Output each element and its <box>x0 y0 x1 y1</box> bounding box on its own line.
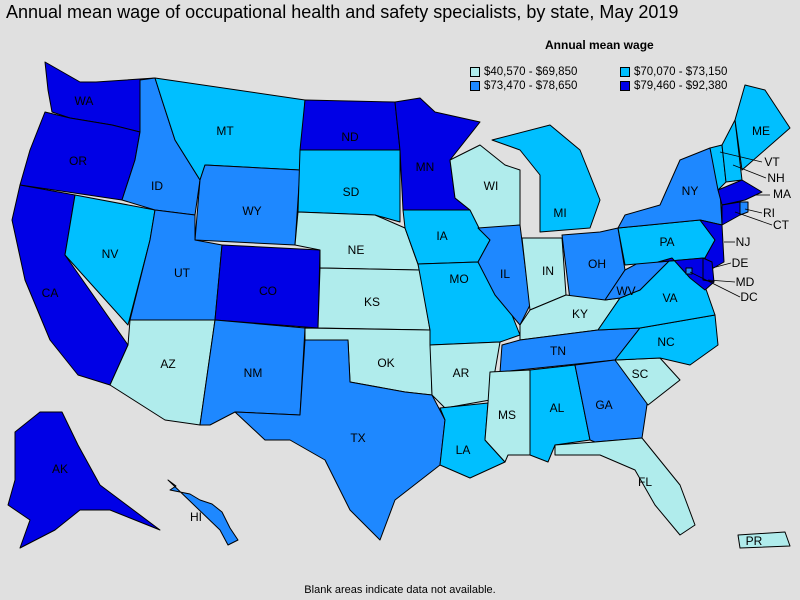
state-label-nc: NC <box>657 335 675 349</box>
state-md[interactable] <box>657 257 715 291</box>
legend-label: $70,070 - $73,150 <box>634 66 728 78</box>
state-labels: WA OR CA NV ID MT WY UT AZ CO NM ND SD N… <box>42 94 791 548</box>
state-label-tx: TX <box>350 431 365 445</box>
state-label-de: DE <box>732 256 749 270</box>
legend-item-bin-2: $70,070 - $73,150 <box>620 66 727 78</box>
state-label-ne: NE <box>348 243 365 257</box>
state-label-md: MD <box>736 275 755 289</box>
legend-item-bin-1: $40,570 - $69,850 <box>470 66 577 78</box>
state-label-tn: TN <box>550 344 566 358</box>
state-sd[interactable] <box>297 149 401 223</box>
state-label-ia: IA <box>436 229 447 243</box>
state-label-wv: WV <box>616 284 635 298</box>
state-ny[interactable] <box>617 147 723 229</box>
state-pr[interactable] <box>737 531 791 549</box>
state-label-al: AL <box>550 401 565 415</box>
legend-label: $73,470 - $78,650 <box>484 80 578 92</box>
state-label-nj: NJ <box>736 235 751 249</box>
state-label-fl: FL <box>638 475 652 489</box>
state-label-ga: GA <box>595 398 612 412</box>
state-label-ny: NY <box>682 184 699 198</box>
state-label-mo: MO <box>449 272 468 286</box>
state-fl[interactable] <box>554 437 696 536</box>
legend-item-bin-4: $79,460 - $92,380 <box>620 80 727 92</box>
state-label-wa: WA <box>75 94 94 108</box>
footnote: Blank areas indicate data not available. <box>304 584 496 596</box>
state-label-ct: CT <box>773 218 790 232</box>
state-label-mn: MN <box>416 160 435 174</box>
legend-item-bin-3: $73,470 - $78,650 <box>470 80 577 92</box>
state-label-ma: MA <box>773 187 791 201</box>
state-label-pr: PR <box>746 534 763 548</box>
state-label-ar: AR <box>453 366 470 380</box>
state-hi[interactable] <box>167 479 239 546</box>
legend-swatch <box>620 67 630 77</box>
state-label-wy: WY <box>242 204 261 218</box>
state-label-oh: OH <box>588 257 606 271</box>
legend-label: $79,460 - $92,380 <box>634 80 728 92</box>
state-label-nd: ND <box>341 130 359 144</box>
state-label-ri: RI <box>763 206 775 220</box>
state-label-nh: NH <box>767 171 784 185</box>
state-dc[interactable] <box>685 267 693 275</box>
state-label-wi: WI <box>484 179 499 193</box>
state-label-nv: NV <box>102 247 119 261</box>
legend-swatch <box>470 81 480 91</box>
state-label-sc: SC <box>632 367 649 381</box>
state-label-co: CO <box>259 284 277 298</box>
state-az[interactable] <box>109 319 216 426</box>
state-label-il: IL <box>500 267 510 281</box>
state-label-id: ID <box>151 179 163 193</box>
leader-lines <box>689 151 773 298</box>
state-label-pa: PA <box>659 235 674 249</box>
legend-swatch <box>620 81 630 91</box>
legend-title: Annual mean wage <box>545 38 654 52</box>
legend-label: $40,570 - $69,850 <box>484 66 578 78</box>
state-label-ok: OK <box>377 356 394 370</box>
state-tx[interactable] <box>234 339 446 541</box>
state-label-ca: CA <box>42 286 59 300</box>
state-ar[interactable] <box>429 341 501 409</box>
map-title: Annual mean wage of occupational health … <box>6 2 679 22</box>
state-label-ky: KY <box>572 307 588 321</box>
state-ct[interactable] <box>721 201 741 226</box>
state-label-hi: HI <box>190 510 202 524</box>
state-me[interactable] <box>734 84 791 171</box>
legend-swatch <box>470 67 480 77</box>
state-label-in: IN <box>542 264 554 278</box>
state-label-la: LA <box>456 443 471 457</box>
state-label-sd: SD <box>343 185 360 199</box>
state-label-ak: AK <box>52 462 68 476</box>
state-label-mi: MI <box>553 206 566 220</box>
state-label-vt: VT <box>764 155 780 169</box>
state-label-dc: DC <box>740 290 758 304</box>
state-label-va: VA <box>662 291 677 305</box>
state-label-ks: KS <box>364 295 380 309</box>
state-label-me: ME <box>752 124 770 138</box>
state-mi[interactable] <box>491 124 601 233</box>
state-label-mt: MT <box>216 124 234 138</box>
state-label-ms: MS <box>498 408 516 422</box>
state-ak[interactable] <box>7 411 161 549</box>
state-label-nm: NM <box>244 366 263 380</box>
state-label-az: AZ <box>160 357 175 371</box>
state-ri[interactable] <box>739 201 749 216</box>
state-ma[interactable] <box>717 179 763 206</box>
state-label-or: OR <box>69 154 87 168</box>
state-wy[interactable] <box>194 164 301 246</box>
state-label-ut: UT <box>174 266 191 280</box>
